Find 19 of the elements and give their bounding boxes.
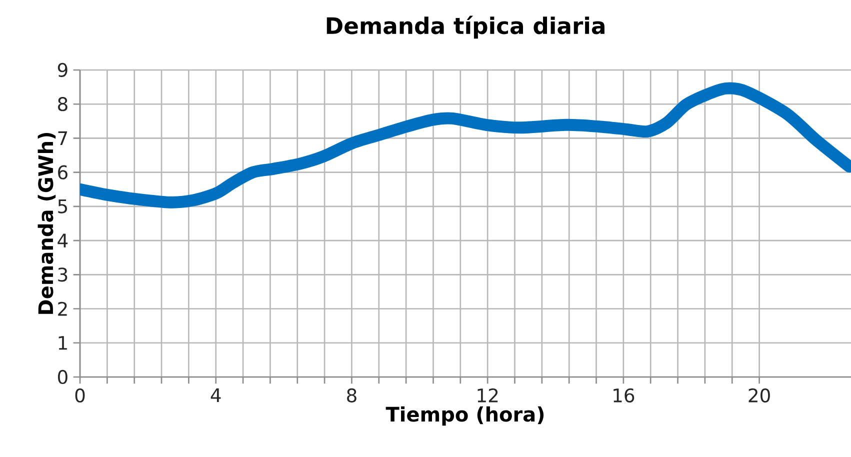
x-tick-label: 0 — [75, 388, 85, 402]
x-axis-title: Tiempo (hora) — [386, 406, 544, 426]
x-tick-label: 12 — [478, 388, 498, 402]
y-tick-label: 0 — [58, 370, 68, 384]
chart-title: Demanda típica diaria — [326, 16, 604, 39]
y-tick-label: 4 — [58, 234, 68, 248]
y-tick-label: 6 — [58, 165, 68, 180]
y-tick-label: 7 — [58, 131, 68, 146]
y-tick-label: 5 — [58, 199, 67, 214]
x-tick-label: 16 — [614, 388, 634, 402]
y-tick-label: 1 — [58, 336, 67, 350]
x-tick-label: 4 — [210, 388, 221, 402]
y-tick-label: 9 — [58, 62, 68, 78]
x-tick-label: 8 — [347, 388, 356, 402]
y-tick-label: 8 — [58, 97, 68, 112]
x-tick-label: 20 — [748, 388, 770, 402]
y-axis-title: Demanda (GWh) — [38, 132, 56, 314]
y-tick-label: 3 — [58, 268, 68, 282]
y-tick-label: 2 — [58, 302, 67, 316]
